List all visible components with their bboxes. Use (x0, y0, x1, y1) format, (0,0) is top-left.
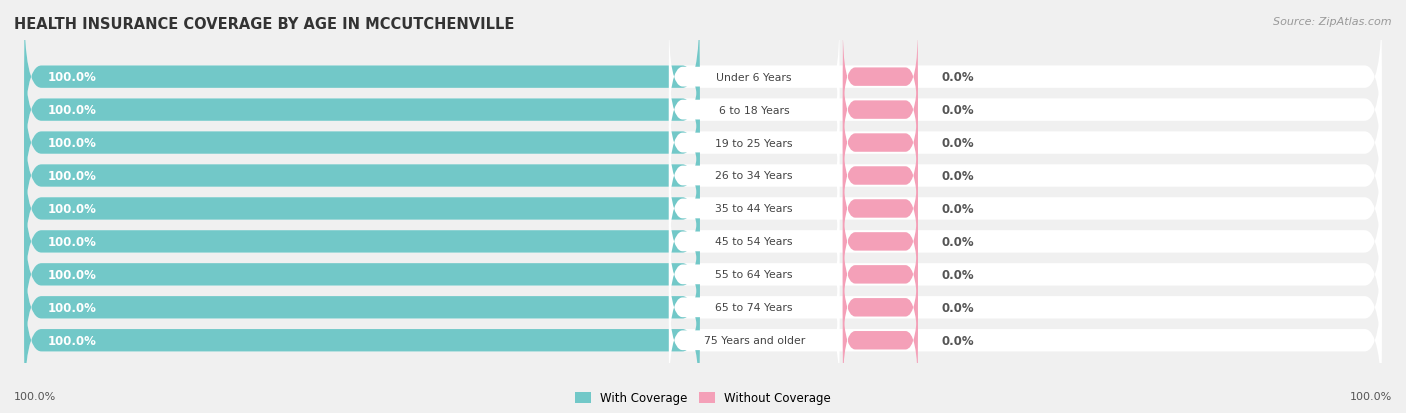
FancyBboxPatch shape (24, 138, 700, 280)
FancyBboxPatch shape (24, 269, 700, 411)
FancyBboxPatch shape (24, 7, 1382, 148)
FancyBboxPatch shape (842, 159, 918, 259)
FancyBboxPatch shape (669, 55, 839, 166)
FancyBboxPatch shape (842, 225, 918, 325)
Text: 100.0%: 100.0% (48, 334, 97, 347)
FancyBboxPatch shape (842, 192, 918, 292)
Text: 100.0%: 100.0% (1350, 392, 1392, 401)
Text: 0.0%: 0.0% (942, 235, 974, 248)
Text: 0.0%: 0.0% (942, 301, 974, 314)
Text: Under 6 Years: Under 6 Years (717, 72, 792, 83)
Text: 0.0%: 0.0% (942, 104, 974, 117)
Text: 35 to 44 Years: 35 to 44 Years (716, 204, 793, 214)
FancyBboxPatch shape (669, 186, 839, 298)
FancyBboxPatch shape (842, 60, 918, 160)
FancyBboxPatch shape (669, 252, 839, 363)
Text: 100.0%: 100.0% (48, 235, 97, 248)
FancyBboxPatch shape (24, 39, 700, 181)
FancyBboxPatch shape (842, 258, 918, 358)
Text: 100.0%: 100.0% (48, 104, 97, 117)
Text: 100.0%: 100.0% (48, 202, 97, 216)
FancyBboxPatch shape (842, 290, 918, 390)
Text: 100.0%: 100.0% (48, 71, 97, 84)
FancyBboxPatch shape (24, 105, 1382, 247)
FancyBboxPatch shape (24, 39, 1382, 181)
FancyBboxPatch shape (669, 87, 839, 199)
FancyBboxPatch shape (24, 72, 1382, 214)
FancyBboxPatch shape (24, 237, 1382, 379)
Text: 0.0%: 0.0% (942, 334, 974, 347)
FancyBboxPatch shape (669, 120, 839, 232)
FancyBboxPatch shape (24, 237, 700, 379)
Legend: With Coverage, Without Coverage: With Coverage, Without Coverage (571, 387, 835, 409)
Text: 100.0%: 100.0% (48, 137, 97, 150)
FancyBboxPatch shape (842, 93, 918, 193)
FancyBboxPatch shape (669, 21, 839, 133)
Text: HEALTH INSURANCE COVERAGE BY AGE IN MCCUTCHENVILLE: HEALTH INSURANCE COVERAGE BY AGE IN MCCU… (14, 17, 515, 31)
Text: 65 to 74 Years: 65 to 74 Years (716, 303, 793, 313)
FancyBboxPatch shape (24, 171, 700, 313)
FancyBboxPatch shape (842, 28, 918, 128)
FancyBboxPatch shape (24, 7, 700, 148)
Text: 45 to 54 Years: 45 to 54 Years (716, 237, 793, 247)
FancyBboxPatch shape (24, 204, 700, 346)
FancyBboxPatch shape (24, 204, 1382, 346)
FancyBboxPatch shape (24, 138, 1382, 280)
Text: 0.0%: 0.0% (942, 202, 974, 216)
FancyBboxPatch shape (669, 153, 839, 265)
Text: 100.0%: 100.0% (48, 301, 97, 314)
FancyBboxPatch shape (24, 269, 1382, 411)
Text: 100.0%: 100.0% (14, 392, 56, 401)
FancyBboxPatch shape (24, 72, 700, 214)
FancyBboxPatch shape (24, 171, 1382, 313)
Text: 26 to 34 Years: 26 to 34 Years (716, 171, 793, 181)
Text: 0.0%: 0.0% (942, 268, 974, 281)
Text: 100.0%: 100.0% (48, 170, 97, 183)
FancyBboxPatch shape (842, 126, 918, 226)
Text: 0.0%: 0.0% (942, 170, 974, 183)
FancyBboxPatch shape (669, 285, 839, 396)
Text: 0.0%: 0.0% (942, 137, 974, 150)
Text: 0.0%: 0.0% (942, 71, 974, 84)
Text: 19 to 25 Years: 19 to 25 Years (716, 138, 793, 148)
Text: Source: ZipAtlas.com: Source: ZipAtlas.com (1274, 17, 1392, 26)
Text: 75 Years and older: 75 Years and older (703, 335, 804, 345)
Text: 6 to 18 Years: 6 to 18 Years (718, 105, 790, 115)
FancyBboxPatch shape (24, 105, 700, 247)
Text: 55 to 64 Years: 55 to 64 Years (716, 270, 793, 280)
FancyBboxPatch shape (669, 219, 839, 330)
Text: 100.0%: 100.0% (48, 268, 97, 281)
